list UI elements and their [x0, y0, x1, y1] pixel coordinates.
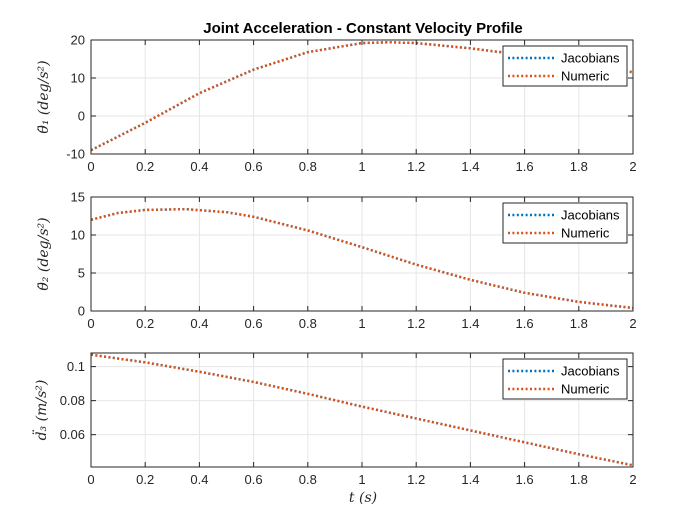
y-tick-label: 10: [71, 228, 85, 243]
y-axis-label: d̈₃ (m/s²): [31, 380, 50, 441]
legend-label: Jacobians: [561, 208, 620, 223]
x-tick-label: 0: [87, 472, 94, 487]
legend-label: Numeric: [561, 226, 610, 241]
y-axis-label: θ̈₁ (deg/s²): [36, 60, 52, 133]
x-tick-label: 1.6: [516, 316, 534, 331]
x-tick-label: 0.4: [190, 472, 208, 487]
y-tick-label: 0: [78, 304, 85, 319]
x-tick-label: 0.4: [190, 316, 208, 331]
legend-label: Jacobians: [561, 364, 620, 379]
x-tick-label: 1.4: [461, 159, 479, 174]
x-tick-label: 1.8: [570, 159, 588, 174]
x-tick-label: 1.4: [461, 472, 479, 487]
x-tick-label: 0: [87, 316, 94, 331]
x-tick-label: 1.6: [516, 472, 534, 487]
x-tick-label: 2: [629, 472, 636, 487]
x-tick-label: 1.4: [461, 316, 479, 331]
x-tick-label: 0.2: [136, 159, 154, 174]
legend-label: Numeric: [561, 382, 610, 397]
y-tick-label: 10: [71, 71, 85, 86]
x-tick-label: 1.2: [407, 159, 425, 174]
x-tick-label: 1.2: [407, 316, 425, 331]
x-tick-label: 1: [358, 316, 365, 331]
legend: Jacobians Numeric: [502, 358, 628, 400]
x-tick-label: 0.4: [190, 159, 208, 174]
subplot-2: 0 0.2 0.4 0.6 0.8 1 1.2 1.4 1.6 1.8 2 0 5 10 15 θ̈₂ (de…: [36, 190, 637, 332]
x-tick-label: 1.8: [570, 472, 588, 487]
legend-box: [502, 45, 628, 87]
x-tick-label: 1.8: [570, 316, 588, 331]
legend-box: [502, 202, 628, 244]
legend: Jacobians Numeric: [502, 45, 628, 87]
legend-label: Jacobians: [561, 51, 620, 66]
y-tick-label: 15: [71, 190, 85, 205]
y-tick-label: 0.08: [60, 393, 85, 408]
x-tick-label: 0.2: [136, 472, 154, 487]
x-tick-label: 1.6: [516, 159, 534, 174]
x-tick-label: 1: [358, 159, 365, 174]
x-axis-label: t (s): [349, 490, 377, 506]
x-tick-label: 1.2: [407, 472, 425, 487]
x-tick-label: 0.6: [245, 472, 263, 487]
x-tick-label: 1: [358, 472, 365, 487]
y-tick-label: -10: [66, 147, 85, 162]
legend-box: [502, 358, 628, 400]
x-tick-label: 2: [629, 316, 636, 331]
x-tick-label: 0.2: [136, 316, 154, 331]
x-tick-label: 0.8: [299, 472, 317, 487]
chart-title: Joint Acceleration - Constant Velocity P…: [203, 20, 523, 37]
y-tick-label: 20: [71, 33, 85, 48]
subplot-3: 0 0.2 0.4 0.6 0.8 1 1.2 1.4 1.6 1.8 2 0.06 0.08 0.1 d̈…: [31, 352, 637, 487]
y-tick-label: 5: [78, 266, 85, 281]
y-tick-label: 0.1: [67, 359, 85, 374]
x-tick-label: 0.6: [245, 159, 263, 174]
x-tick-label: 0: [87, 159, 94, 174]
x-tick-label: 0.8: [299, 316, 317, 331]
y-tick-label: 0: [78, 109, 85, 124]
legend-label: Numeric: [561, 69, 610, 84]
y-axis-label: θ̈₂ (deg/s²): [36, 217, 52, 290]
y-tick-label: 0.06: [60, 427, 85, 442]
legend: Jacobians Numeric: [502, 202, 628, 244]
x-tick-label: 2: [629, 159, 636, 174]
series-line-numeric: [90, 207, 634, 310]
x-tick-label: 0.8: [299, 159, 317, 174]
x-tick-label: 0.6: [245, 316, 263, 331]
